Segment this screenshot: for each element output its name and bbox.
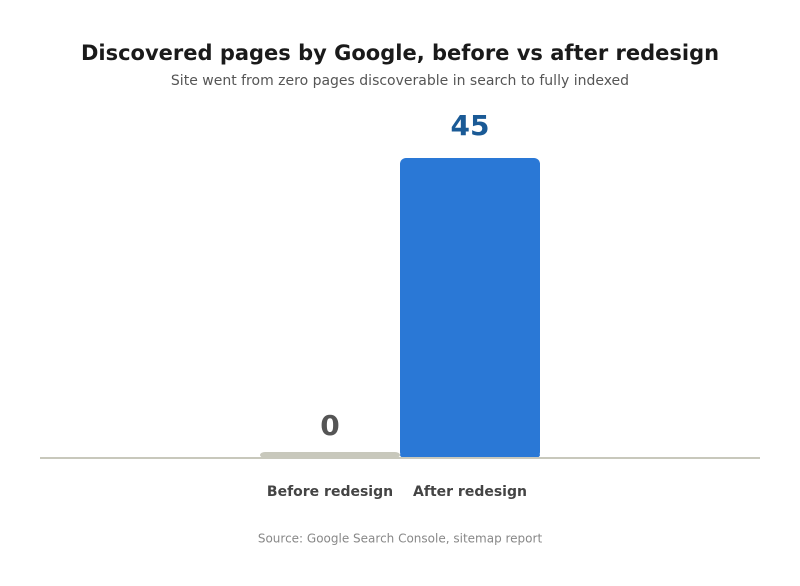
x-tick-label: Before redesign	[267, 484, 393, 500]
chart-title: Discovered pages by Google, before vs af…	[81, 41, 719, 65]
x-tick-label: After redesign	[413, 484, 527, 500]
bar-stub	[260, 452, 400, 458]
value-label: 0	[320, 409, 339, 442]
bar	[400, 158, 540, 458]
chart-source: Source: Google Search Console, sitemap r…	[258, 532, 543, 546]
chart-subtitle: Site went from zero pages discoverable i…	[171, 73, 629, 89]
value-label: 45	[451, 109, 490, 142]
